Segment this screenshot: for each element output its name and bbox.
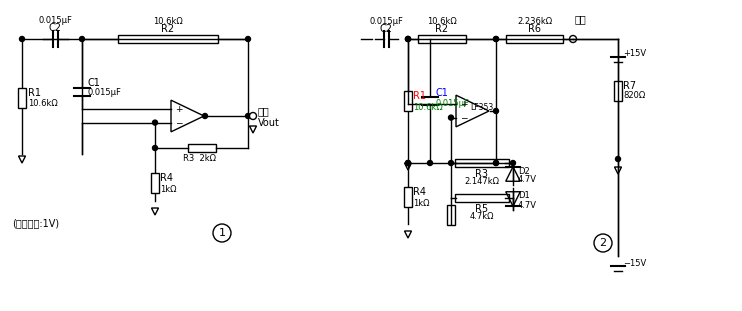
Text: D2: D2 — [518, 166, 530, 175]
Circle shape — [570, 35, 577, 43]
Text: LF353: LF353 — [470, 103, 493, 112]
Text: R2: R2 — [162, 24, 174, 34]
Text: 0.015μF: 0.015μF — [435, 99, 469, 108]
Text: Vout: Vout — [258, 118, 280, 128]
Text: (初始条件:1V): (初始条件:1V) — [12, 218, 59, 228]
Bar — [614, 81, 622, 101]
Text: −15V: −15V — [623, 258, 646, 267]
Text: +: + — [175, 105, 183, 114]
Text: 10.6kΩ: 10.6kΩ — [153, 17, 183, 26]
Text: D1: D1 — [518, 192, 530, 201]
Text: R2: R2 — [436, 24, 449, 34]
Text: R1: R1 — [413, 91, 426, 101]
Circle shape — [246, 114, 251, 118]
Circle shape — [203, 114, 208, 118]
Text: R3  2kΩ: R3 2kΩ — [183, 154, 216, 163]
Bar — [118, 35, 218, 43]
Text: C2: C2 — [379, 24, 393, 34]
Text: +: + — [460, 100, 467, 109]
Text: 0.015μF: 0.015μF — [38, 16, 72, 25]
Circle shape — [246, 36, 251, 41]
Circle shape — [616, 156, 620, 161]
Text: −: − — [460, 113, 467, 122]
Bar — [151, 173, 159, 193]
Bar — [18, 87, 26, 108]
Circle shape — [405, 36, 410, 41]
Text: R6: R6 — [528, 24, 541, 34]
Text: 1kΩ: 1kΩ — [160, 184, 177, 193]
Text: R3: R3 — [476, 169, 488, 179]
Circle shape — [493, 36, 499, 41]
Text: C1: C1 — [435, 88, 448, 98]
Text: 4.7kΩ: 4.7kΩ — [470, 212, 494, 221]
Text: R1: R1 — [28, 87, 41, 98]
Text: 4.7V: 4.7V — [518, 201, 537, 210]
Text: 2: 2 — [600, 238, 606, 248]
Text: 0.015μF: 0.015μF — [87, 88, 121, 97]
Text: 10.6kΩ: 10.6kΩ — [28, 99, 58, 108]
Bar — [506, 35, 563, 43]
Circle shape — [405, 160, 410, 165]
Text: R4: R4 — [413, 187, 426, 197]
Text: 2.236kΩ: 2.236kΩ — [517, 17, 552, 26]
Circle shape — [493, 109, 499, 114]
Text: R7: R7 — [623, 81, 636, 91]
Circle shape — [405, 36, 410, 41]
Text: 0.015μF: 0.015μF — [369, 17, 403, 26]
Bar — [404, 187, 412, 207]
Bar — [188, 144, 215, 152]
Bar — [455, 159, 509, 167]
Circle shape — [493, 36, 499, 41]
Circle shape — [153, 146, 157, 151]
Text: 4.7V: 4.7V — [518, 175, 537, 184]
Circle shape — [448, 160, 453, 165]
Text: 1: 1 — [218, 228, 226, 238]
Circle shape — [493, 160, 499, 165]
Circle shape — [427, 160, 433, 165]
Text: 1kΩ: 1kΩ — [413, 198, 430, 207]
Text: C1: C1 — [87, 77, 100, 87]
Text: −: − — [175, 118, 183, 127]
Text: 820Ω: 820Ω — [623, 91, 646, 100]
Circle shape — [448, 115, 453, 120]
Text: R4: R4 — [160, 173, 173, 183]
Circle shape — [19, 36, 24, 41]
Circle shape — [405, 36, 410, 41]
Text: C2: C2 — [48, 23, 62, 33]
Text: 10.6kΩ: 10.6kΩ — [413, 103, 443, 112]
Bar — [455, 194, 509, 202]
Circle shape — [571, 36, 576, 41]
Text: +15V: +15V — [623, 49, 646, 58]
Circle shape — [493, 160, 499, 165]
Circle shape — [405, 160, 410, 165]
Circle shape — [79, 36, 85, 41]
Text: 输出: 输出 — [258, 106, 270, 116]
Text: R5: R5 — [476, 204, 488, 214]
Text: 输出: 输出 — [575, 14, 587, 24]
Text: 10.6kΩ: 10.6kΩ — [427, 17, 457, 26]
Bar — [418, 35, 466, 43]
Text: 2.147kΩ: 2.147kΩ — [464, 177, 499, 186]
Circle shape — [249, 113, 257, 119]
Circle shape — [153, 120, 157, 125]
Bar — [404, 91, 412, 111]
Circle shape — [510, 160, 516, 165]
Bar — [447, 205, 455, 225]
